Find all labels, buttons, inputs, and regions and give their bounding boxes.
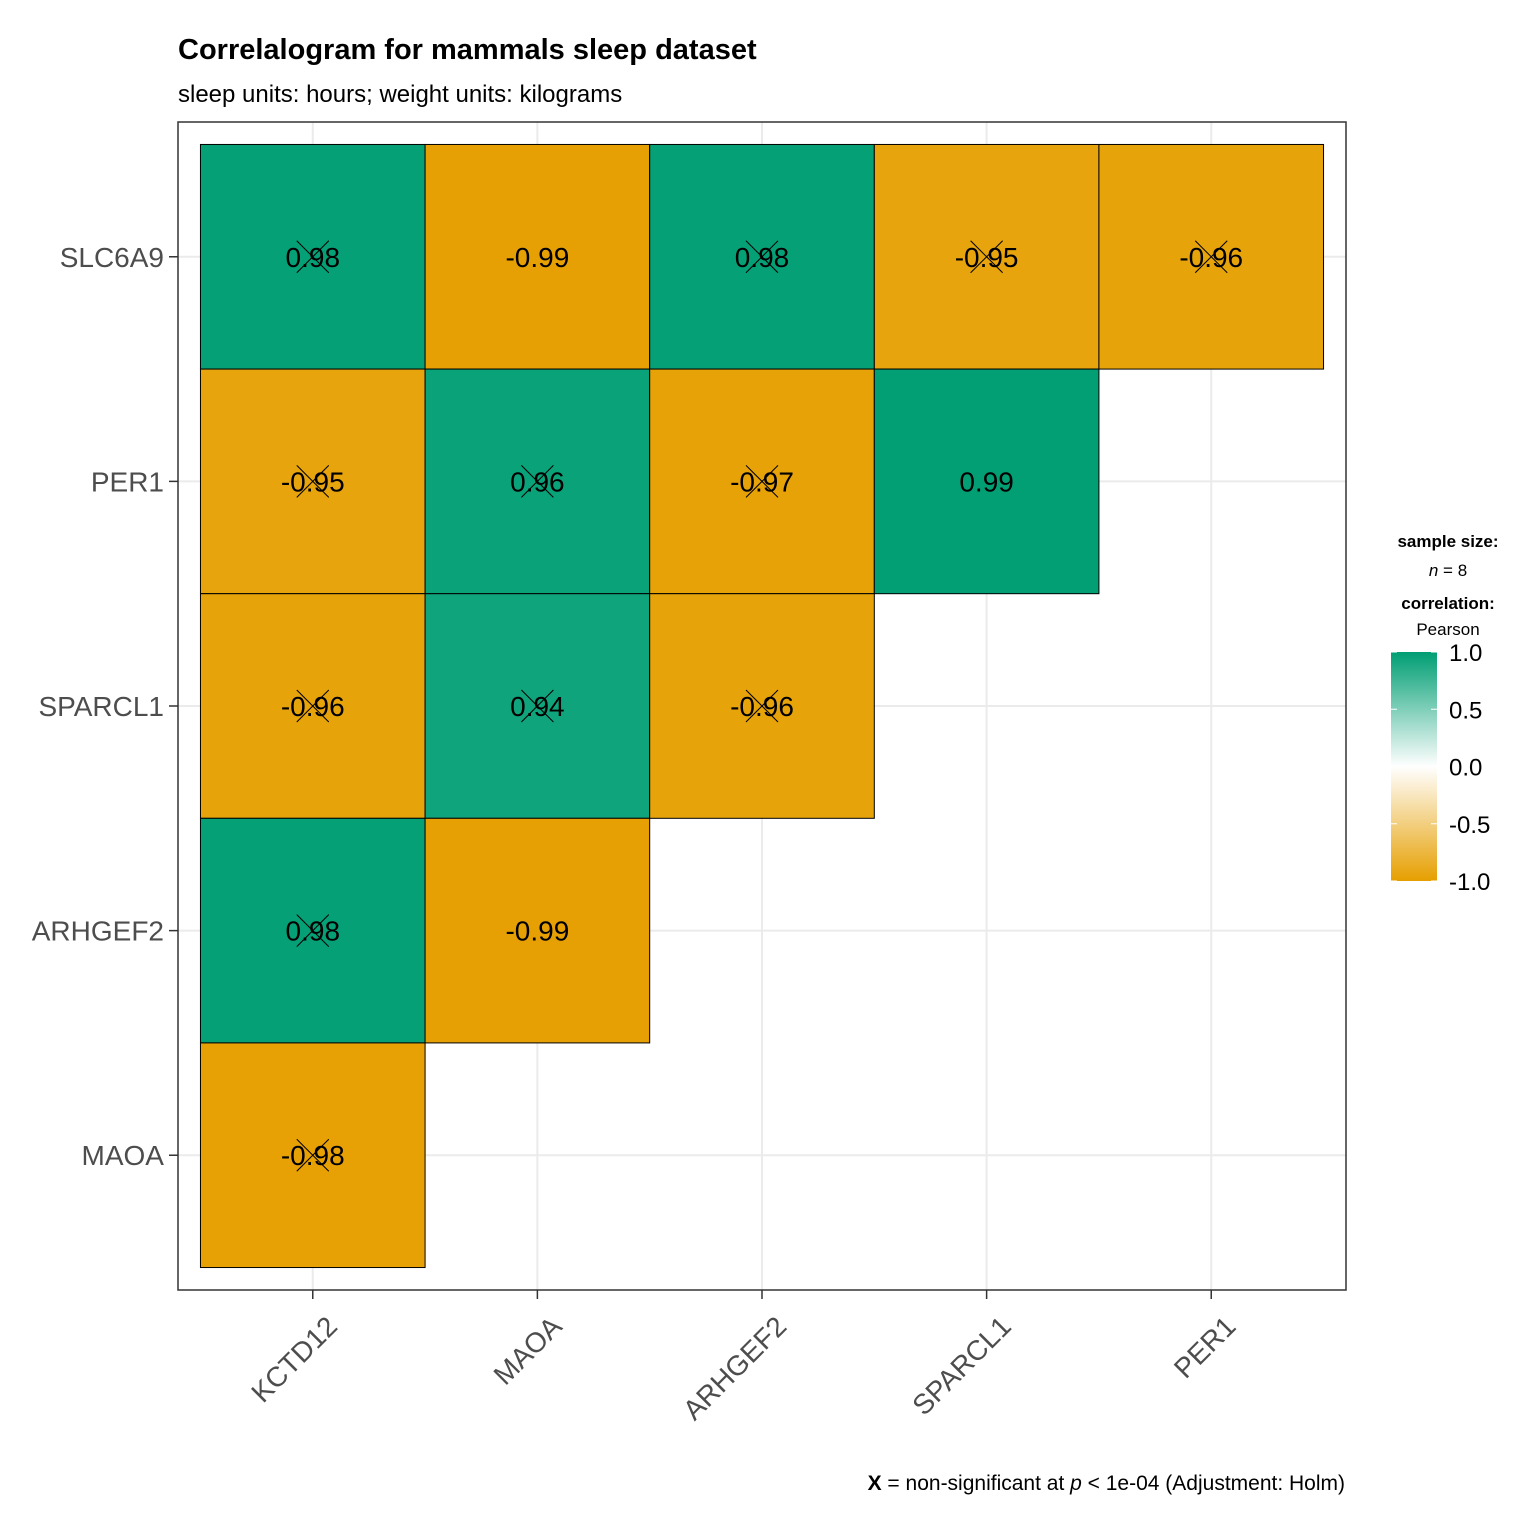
heatmap-cell xyxy=(424,143,651,370)
heatmap-cell-group: 0.98 xyxy=(649,143,875,370)
heatmap-cell-group: 0.94 xyxy=(424,593,651,819)
caption-p-symbol: p xyxy=(1069,1472,1082,1495)
heatmap-cell xyxy=(424,817,651,1044)
heatmap-cell-group: -0.99 xyxy=(424,817,651,1044)
heatmap-cell-group: -0.95 xyxy=(199,368,426,595)
nonsignificant-cross-mark xyxy=(296,689,330,723)
caption-mark: X xyxy=(868,1472,882,1495)
cell-value-label: -0.97 xyxy=(730,466,794,497)
cell-value-label: -0.96 xyxy=(730,691,794,722)
caption-text-before: = non-significant at xyxy=(882,1472,1071,1495)
x-tick-label: KCTD12 xyxy=(245,1310,343,1408)
cell-value-label: -0.96 xyxy=(281,691,345,722)
caption-text-after: < 1e-04 (Adjustment: Holm) xyxy=(1082,1472,1345,1495)
cell-value-label: -0.99 xyxy=(505,916,569,947)
y-tick-label: ARHGEF2 xyxy=(32,916,164,947)
nonsignificant-cross-mark xyxy=(521,465,554,498)
heatmap-cell-group: -0.96 xyxy=(1098,143,1325,370)
nonsignificant-cross-mark xyxy=(745,465,779,498)
legend-sample-size: n = 8 xyxy=(1429,561,1467,580)
y-tick-label: PER1 xyxy=(91,466,164,497)
nonsignificant-cross-mark xyxy=(296,240,330,274)
legend-correlation-method: Pearson xyxy=(1416,620,1479,639)
heatmap-cells: 0.98 -0.99 0.98 -0.95 -0.96 -0.95 0.96 -0.97 0.9… xyxy=(199,143,1325,1269)
x-tick-label: PER1 xyxy=(1168,1310,1242,1384)
x-tick-label: MAOA xyxy=(488,1310,568,1390)
legend-n-value: = 8 xyxy=(1443,561,1467,580)
cell-value-label: 0.94 xyxy=(510,691,565,722)
legend-tick-label: -1.0 xyxy=(1449,869,1490,896)
heatmap-cell-group: 0.96 xyxy=(424,368,651,595)
heatmap-cell-group: 0.98 xyxy=(199,817,426,1044)
cell-value-label: -0.96 xyxy=(1179,242,1243,273)
y-tick-label: SLC6A9 xyxy=(60,242,164,273)
legend-tick-label: 0.0 xyxy=(1449,755,1482,782)
legend-tick-label: 1.0 xyxy=(1449,640,1482,667)
nonsignificant-cross-mark xyxy=(1194,240,1228,274)
heatmap-cell-group: -0.96 xyxy=(649,593,875,819)
chart-title: Correlalogram for mammals sleep dataset xyxy=(178,34,757,66)
legend: sample size: n = 8 correlation: Pearson … xyxy=(1391,532,1499,896)
y-tick-label: SPARCL1 xyxy=(38,691,164,722)
x-tick-label: ARHGEF2 xyxy=(677,1310,792,1425)
heatmap-cell-group: 0.99 xyxy=(873,368,1100,595)
legend-n-symbol: n xyxy=(1429,561,1438,580)
chart-subtitle: sleep units: hours; weight units: kilogr… xyxy=(178,81,622,108)
heatmap-cell xyxy=(873,368,1100,595)
heatmap-cell-group: -0.97 xyxy=(649,368,875,595)
heatmap-cell-group: -0.95 xyxy=(873,143,1100,370)
legend-ticks: 1.0 0.5 0.0 -0.5 -1.0 xyxy=(1391,640,1490,896)
cell-value-label: 0.96 xyxy=(510,466,565,497)
cell-value-label: -0.98 xyxy=(281,1140,345,1171)
legend-tick-label: -0.5 xyxy=(1449,812,1490,839)
nonsignificant-cross-mark xyxy=(970,240,1003,274)
legend-colorbar xyxy=(1391,652,1437,881)
cell-value-label: 0.98 xyxy=(286,916,341,947)
x-tick-label: SPARCL1 xyxy=(906,1310,1017,1421)
nonsignificant-cross-mark xyxy=(296,914,330,947)
nonsignificant-cross-mark xyxy=(745,240,779,274)
cell-value-label: -0.95 xyxy=(281,466,345,497)
nonsignificant-cross-mark xyxy=(521,689,554,723)
heatmap-cell-group: -0.96 xyxy=(199,593,426,819)
cell-value-label: -0.99 xyxy=(505,242,569,273)
y-tick-label: MAOA xyxy=(82,1140,165,1171)
chart-caption: X = non-significant at p < 1e-04 (Adjust… xyxy=(868,1472,1345,1495)
heatmap-cell-group: 0.98 xyxy=(199,143,426,370)
cell-value-label: 0.99 xyxy=(959,466,1014,497)
cell-value-label: 0.98 xyxy=(286,242,341,273)
heatmap-cell-group: -0.98 xyxy=(199,1042,426,1269)
nonsignificant-cross-mark xyxy=(296,1138,330,1172)
heatmap-cell-group: -0.99 xyxy=(424,143,651,370)
nonsignificant-cross-mark xyxy=(296,465,330,498)
legend-sample-size-title: sample size: xyxy=(1397,532,1498,551)
nonsignificant-cross-mark xyxy=(745,689,779,723)
legend-correlation-title: correlation: xyxy=(1401,594,1495,613)
cell-value-label: -0.95 xyxy=(955,242,1019,273)
legend-tick-label: 0.5 xyxy=(1449,697,1482,724)
cell-value-label: 0.98 xyxy=(735,242,790,273)
